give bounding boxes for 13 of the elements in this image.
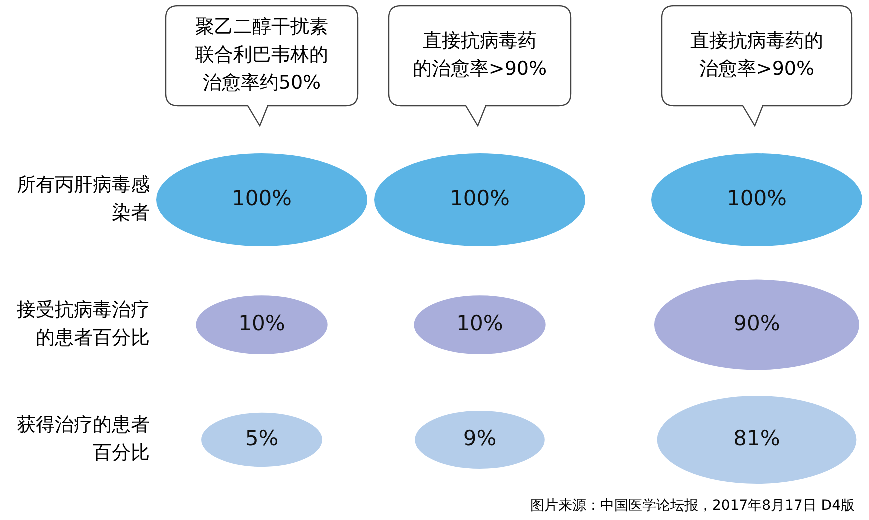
- data-label: 10%: [238, 312, 286, 336]
- data-label: 100%: [726, 186, 788, 211]
- series: 所有丙肝病毒感染者: [17, 174, 150, 224]
- data-label: 81%: [734, 426, 780, 451]
- data-label: 100%: [232, 186, 292, 211]
- data-label: 5%: [245, 426, 279, 451]
- data-label: 9%: [463, 426, 497, 451]
- data-label: 100%: [450, 186, 510, 211]
- series: 接受抗病毒治疗的患者百分比: [17, 299, 150, 350]
- text: 图片来源：中国医学论坛报，2017年8月17日 D4版: [530, 498, 855, 514]
- data-label: 90%: [734, 312, 780, 336]
- series: 获得治疗的患者百分比: [17, 414, 150, 464]
- data-label: 10%: [456, 312, 504, 336]
